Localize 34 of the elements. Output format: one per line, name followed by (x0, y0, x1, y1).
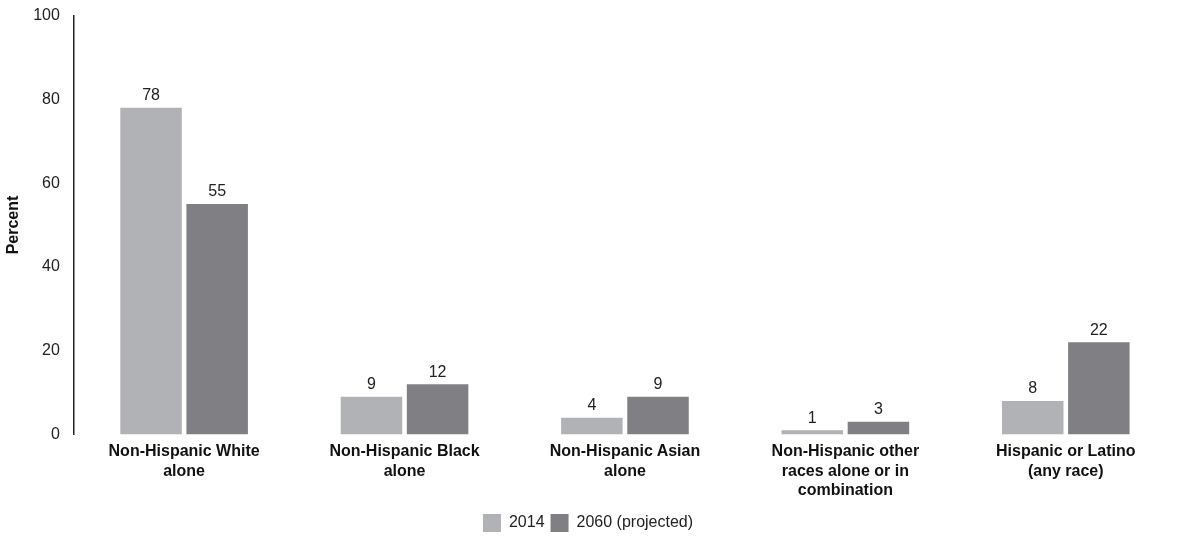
data-label: 12 (428, 362, 447, 380)
legend-label: 2014 (508, 513, 545, 531)
x-tick-label: Hispanic or Latino (any race) (996, 442, 1136, 479)
x-tick-label: Non-Hispanic Black alone (329, 442, 480, 479)
data-label: 55 (208, 182, 227, 200)
y-tick-label: 40 (42, 257, 60, 275)
data-label: 22 (1089, 320, 1108, 338)
y-tick-label: 20 (42, 341, 60, 359)
x-tick-label: Non-Hispanic White alone (108, 442, 260, 479)
data-label: 3 (873, 400, 883, 418)
y-tick-label: 100 (33, 6, 60, 24)
bar (627, 396, 689, 435)
data-label: 9 (367, 375, 377, 393)
y-tick-label: 80 (42, 89, 60, 107)
bar (847, 421, 910, 435)
data-label: 8 (1028, 379, 1038, 397)
x-tick-label: Non-Hispanic other races alone or in combination (771, 442, 920, 498)
bar (120, 107, 182, 435)
legend-label: 2060 (projected) (576, 513, 694, 531)
y-axis-title: Percent (4, 194, 22, 255)
bar (1068, 342, 1130, 435)
y-tick-label: 0 (50, 424, 60, 442)
data-label: 4 (587, 396, 597, 414)
bar (781, 430, 844, 435)
bar (1001, 400, 1064, 435)
x-tick-label: Non-Hispanic Asian alone (549, 442, 701, 479)
data-label: 1 (807, 408, 817, 426)
bar (186, 204, 248, 435)
bar (561, 417, 623, 435)
data-label: 9 (653, 375, 663, 393)
bar (406, 384, 469, 435)
y-tick-label: 60 (42, 173, 60, 191)
bar (340, 396, 403, 435)
data-label: 78 (142, 86, 161, 104)
